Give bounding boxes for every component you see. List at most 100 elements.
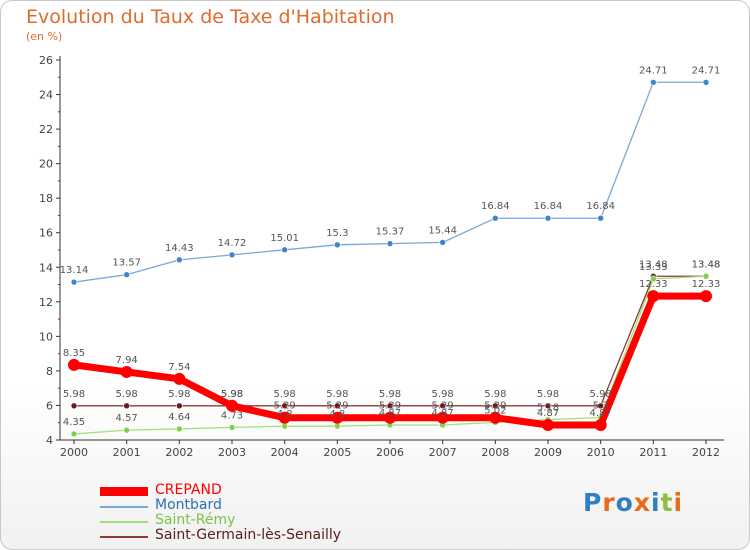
x-tick-label-2001: 2001: [113, 446, 141, 459]
series-0-label-2003: 5.98: [221, 389, 243, 400]
series-0-point-2008: [489, 411, 502, 424]
series-2-label-2010: 5.3: [593, 401, 609, 412]
chart-title: Evolution du Taux de Taxe d'Habitation: [26, 6, 395, 28]
y-tick-label-24: 24: [39, 89, 53, 102]
series-3-point-2005: [334, 402, 341, 410]
series-3-label-2003: 5.98: [221, 389, 243, 400]
series-2-point-2011: [650, 275, 657, 283]
series-2-point-2004: [281, 422, 288, 430]
series-3-label-2006: 5.98: [379, 389, 401, 400]
x-tick-label-2004: 2004: [271, 446, 299, 459]
series-3-point-2002: [176, 402, 183, 410]
x-tick-label-2011: 2011: [639, 446, 667, 459]
series-3-label-2007: 5.98: [432, 389, 454, 400]
y-tick-label-20: 20: [39, 158, 53, 171]
series-0-label-2010: 4.87: [590, 408, 612, 419]
logo-letter-3: x: [633, 488, 651, 517]
series-3-point-2004: [281, 402, 288, 410]
series-1-point-2009: [544, 214, 552, 222]
series-0-point-2011: [647, 290, 660, 303]
legend-label-crepand: CREPAND: [155, 482, 222, 498]
series-0-label-2011: 12.33: [639, 279, 668, 290]
series-3-label-2012: 13.48: [692, 259, 721, 270]
series-2-label-2002: 4.64: [168, 412, 190, 423]
series-1-label-2012: 24.71: [692, 65, 721, 76]
series-2-point-2002: [176, 425, 183, 433]
series-0-label-2001: 7.94: [116, 355, 138, 366]
series-1-point-2002: [176, 256, 183, 264]
legend-swatch-crepand: [100, 487, 148, 496]
series-line-3: [74, 275, 706, 407]
series-2-label-2005: 4.8: [329, 409, 345, 420]
series-1-point-2008: [492, 214, 499, 222]
legend-swatch-montbard: [100, 506, 148, 508]
series-3-label-2011: 13.48: [639, 259, 668, 270]
series-0-point-2005: [331, 411, 344, 424]
series-1-label-2008: 16.84: [481, 201, 510, 212]
series-0-point-2004: [278, 411, 291, 424]
series-2-point-2003: [228, 424, 236, 431]
series-1-label-2011: 24.71: [639, 65, 668, 76]
x-tick-label-2009: 2009: [534, 446, 562, 459]
series-3-point-2010: [597, 402, 604, 410]
series-2-label-2006: 4.87: [379, 408, 401, 419]
logo-letter-5: t: [660, 488, 674, 517]
series-1-label-2004: 15.01: [270, 233, 299, 244]
series-3-point-2007: [439, 402, 446, 410]
series-2-label-2011: 13.33: [639, 262, 668, 273]
logo-letter-0: P: [583, 488, 603, 517]
series-1-point-2004: [281, 246, 288, 254]
series-0-point-2009: [542, 418, 554, 431]
series-2-label-2009: 5.18: [537, 403, 559, 414]
series-1-label-2007: 15.44: [428, 225, 457, 236]
series-2-point-2000: [70, 430, 78, 438]
chart-subtitle: (en %): [26, 30, 63, 43]
series-0-label-2004: 5.29: [274, 401, 296, 412]
x-tick-label-2000: 2000: [60, 446, 88, 459]
series-3-label-2004: 5.98: [274, 389, 296, 400]
series-3-point-2006: [386, 402, 394, 410]
y-tick-label-10: 10: [39, 330, 53, 343]
series-2-label-2001: 4.57: [116, 413, 138, 424]
x-tick-label-2005: 2005: [323, 446, 351, 459]
legend-label-saint-remy: Saint-Rémy: [155, 512, 236, 528]
series-1-point-2003: [228, 251, 236, 259]
series-1-label-2009: 16.84: [534, 201, 563, 212]
series-0-label-2007: 5.29: [432, 401, 454, 412]
y-tick-label-8: 8: [46, 365, 53, 378]
series-1-point-2005: [334, 241, 341, 249]
series-2-point-2012: [702, 272, 710, 280]
series-0-label-2005: 5.29: [326, 401, 348, 412]
series-0-label-2002: 7.54: [168, 362, 190, 373]
logo-letter-2: o: [615, 488, 634, 517]
series-1-label-2000: 13.14: [60, 265, 89, 276]
y-tick-label-6: 6: [46, 399, 53, 412]
series-0-label-2009: 4.87: [537, 408, 559, 419]
x-tick-label-2012: 2012: [692, 446, 720, 459]
y-tick-label-4: 4: [46, 434, 53, 447]
series-2-point-2005: [334, 422, 341, 430]
series-1-point-2001: [123, 271, 130, 279]
y-tick-label-14: 14: [39, 261, 53, 274]
x-tick-label-2008: 2008: [481, 446, 509, 459]
series-2-label-2007: 4.87: [432, 408, 454, 419]
x-tick-label-2010: 2010: [587, 446, 615, 459]
series-3-label-2009: 5.98: [537, 389, 559, 400]
series-3-point-2009: [544, 402, 552, 410]
series-1-point-2012: [702, 78, 710, 86]
series-1-point-2000: [70, 278, 78, 286]
y-tick-label-18: 18: [39, 192, 53, 205]
series-1-label-2001: 13.57: [112, 258, 141, 269]
series-0-label-2006: 5.29: [379, 401, 401, 412]
legend-label-montbard: Montbard: [155, 497, 222, 513]
y-tick-label-12: 12: [39, 296, 53, 309]
logo-letter-1: r: [602, 488, 616, 517]
series-2-label-2012: 13.48: [692, 259, 721, 270]
x-tick-label-2007: 2007: [429, 446, 457, 459]
series-3-label-2001: 5.98: [116, 389, 138, 400]
series-0-point-2003: [226, 399, 238, 412]
series-3-label-2002: 5.98: [168, 389, 190, 400]
series-0-label-2008: 5.29: [484, 401, 506, 412]
series-0-label-2012: 12.33: [692, 279, 721, 290]
